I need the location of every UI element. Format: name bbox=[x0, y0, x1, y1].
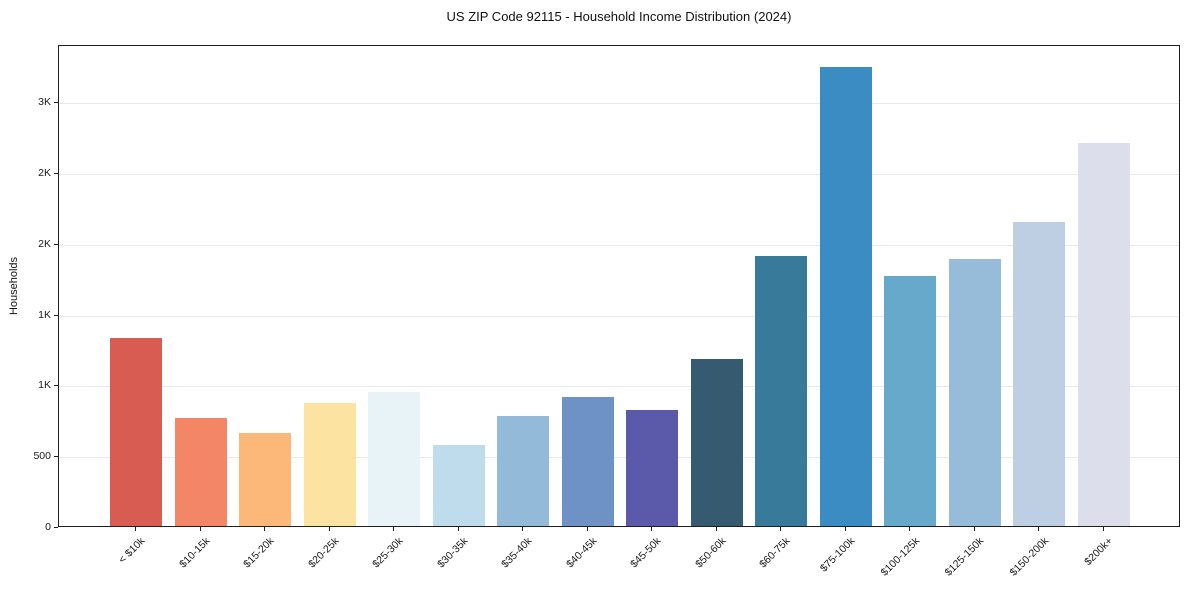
y-tick-mark bbox=[54, 173, 58, 175]
x-tick-label: $150-200k bbox=[1007, 535, 1051, 579]
bar bbox=[1013, 221, 1066, 526]
gridline bbox=[59, 174, 1179, 176]
bar bbox=[368, 392, 421, 526]
chart-title: US ZIP Code 92115 - Household Income Dis… bbox=[446, 9, 792, 24]
x-tick-label: $45-50k bbox=[628, 535, 664, 571]
y-tick-label: 0 bbox=[45, 521, 51, 533]
bar bbox=[497, 416, 550, 526]
y-tick-label: 2K bbox=[38, 167, 51, 180]
gridline bbox=[59, 315, 1179, 317]
x-tick-mark bbox=[522, 527, 524, 531]
x-tick-label: $30-35k bbox=[434, 535, 471, 571]
bar bbox=[174, 418, 227, 526]
x-tick-label: $100-125k bbox=[878, 535, 922, 579]
x-tick-mark bbox=[780, 527, 782, 531]
x-tick-label: < $10k bbox=[116, 535, 148, 566]
x-tick-label: $50-60k bbox=[692, 535, 729, 571]
bar bbox=[626, 409, 679, 526]
bar bbox=[884, 276, 937, 526]
x-tick-mark bbox=[1103, 527, 1104, 531]
x-tick-mark bbox=[715, 527, 717, 531]
x-tick-label: $60-75k bbox=[757, 535, 793, 571]
x-tick-label: $125-150k bbox=[942, 535, 987, 579]
gridline bbox=[59, 457, 1179, 459]
x-tick-mark bbox=[651, 527, 653, 531]
x-tick-mark bbox=[1038, 527, 1040, 531]
x-tick-mark bbox=[135, 527, 136, 531]
x-tick-mark bbox=[393, 527, 395, 531]
x-tick-label: $200k+ bbox=[1082, 535, 1116, 569]
gridline bbox=[59, 103, 1179, 105]
x-tick-mark bbox=[199, 527, 201, 531]
gridline bbox=[59, 386, 1179, 388]
bar bbox=[690, 359, 743, 526]
bar bbox=[561, 397, 614, 526]
bar bbox=[110, 337, 162, 526]
bar bbox=[1078, 142, 1130, 526]
x-tick-mark bbox=[973, 527, 975, 531]
x-tick-mark bbox=[586, 527, 588, 531]
y-tick-mark bbox=[54, 314, 58, 316]
gridline bbox=[59, 244, 1179, 246]
x-tick-mark bbox=[264, 527, 266, 531]
y-tick-mark bbox=[54, 456, 58, 458]
bar bbox=[819, 66, 872, 526]
bar bbox=[948, 259, 1001, 526]
y-tick-label: 1K bbox=[38, 379, 51, 392]
plot-area bbox=[58, 45, 1180, 527]
x-tick-label: $20-25k bbox=[305, 535, 342, 571]
bar bbox=[432, 445, 485, 526]
y-tick-mark bbox=[54, 102, 58, 104]
y-tick-mark bbox=[54, 243, 58, 245]
x-tick-label: $25-30k bbox=[370, 535, 406, 571]
y-tick-mark bbox=[54, 385, 58, 387]
x-tick-mark bbox=[457, 527, 459, 531]
bar bbox=[755, 256, 808, 526]
y-tick-label: 1K bbox=[38, 308, 51, 321]
x-tick-mark bbox=[909, 527, 911, 531]
y-tick-label: 500 bbox=[33, 450, 51, 463]
y-tick-mark bbox=[54, 527, 58, 528]
y-tick-label: 3K bbox=[38, 96, 51, 109]
x-tick-label: $35-40k bbox=[499, 535, 535, 571]
x-tick-label: $40-45k bbox=[563, 535, 600, 571]
y-tick-label: 2K bbox=[38, 237, 51, 250]
x-tick-mark bbox=[328, 527, 330, 531]
x-tick-label: $15-20k bbox=[241, 535, 277, 571]
x-tick-label: $75-100k bbox=[817, 535, 858, 575]
bar bbox=[239, 433, 292, 526]
x-tick-label: $10-15k bbox=[176, 535, 213, 571]
bar bbox=[303, 402, 356, 526]
x-tick-mark bbox=[844, 527, 846, 531]
y-axis-label: Households bbox=[8, 256, 20, 316]
